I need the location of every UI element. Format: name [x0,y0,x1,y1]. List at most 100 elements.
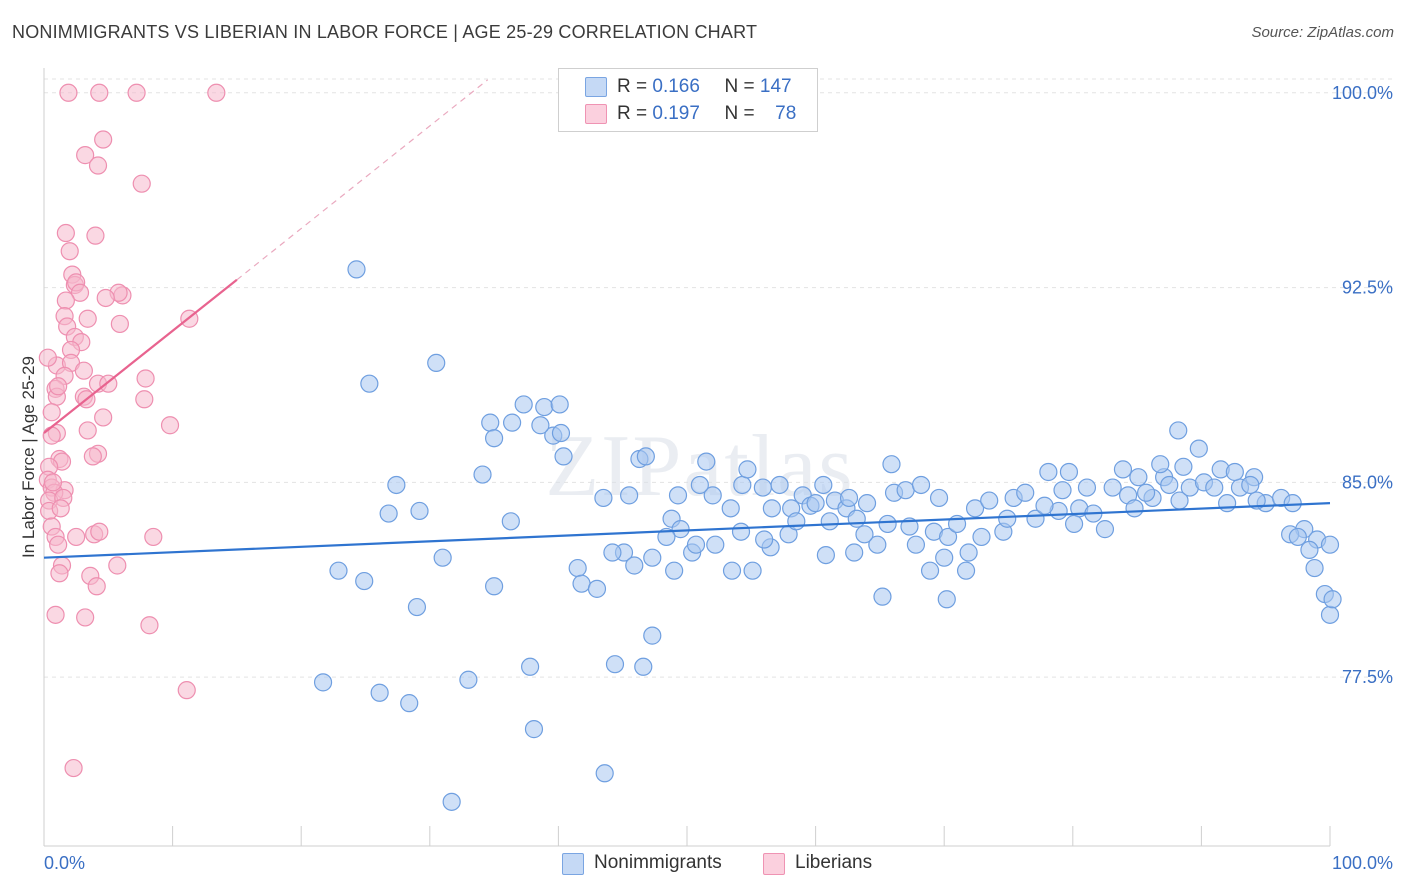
nonimmigrants-point [433,548,452,567]
nonimmigrants-point [980,491,999,510]
nonimmigrants-point [1059,462,1079,482]
nonimmigrants-point [459,670,478,689]
nonimmigrants-point [845,543,864,562]
nonimmigrants-point [1064,514,1084,534]
liberians-point [67,527,86,547]
nonimmigrants-point [485,429,504,448]
nonimmigrants-point [855,525,874,544]
nonimmigrants-point [535,397,554,417]
liberians-point [135,390,154,409]
nonimmigrants-point [347,260,366,279]
legend-n-value: 78 [775,103,797,124]
nonimmigrants-point [587,579,607,598]
nonimmigrants-point [1320,535,1340,554]
nonimmigrants-point [1305,558,1324,578]
nonimmigrants-point [787,512,806,531]
nonimmigrants-points [313,260,1342,811]
nonimmigrants-point [721,499,740,518]
liberians-point [38,348,57,367]
nonimmigrants-point [1225,462,1244,482]
source-label: Source: ZipAtlas.com [1251,24,1394,41]
nonimmigrants-point [938,527,958,547]
liberians-point [56,223,75,243]
nonimmigrants-point [379,504,398,523]
nonimmigrants-point [625,556,644,575]
nonimmigrants-point [473,465,492,484]
nonimmigrants-point [427,353,446,372]
nonimmigrants-point [1095,520,1115,539]
nonimmigrants-point [1320,605,1340,624]
nonimmigrants-point [1323,590,1342,609]
nonimmigrants-point [1077,478,1097,497]
nonimmigrants-point [442,792,461,811]
legend-box: R = 0.166 N = 147 R = 0.197 N = 78 [558,68,818,132]
x-tick-label-left: 0.0% [44,853,85,873]
nonimmigrants-point [1053,481,1072,500]
nonimmigrants-point [722,561,742,580]
nonimmigrants-point [920,561,940,580]
y-tick-label: 100.0% [1332,83,1393,103]
nonimmigrants-point [1174,457,1193,476]
nonimmigrants-point [847,509,866,528]
nonimmigrants-point [857,494,877,513]
nonimmigrants-point [1169,421,1188,440]
liberians-point [76,608,95,627]
nonimmigrants-point [501,512,520,531]
nonimmigrants-point [806,494,825,513]
nonimmigrants-point [965,499,985,518]
nonimmigrants-point [668,486,688,505]
liberians-point [90,83,109,102]
nonimmigrants-point [1288,527,1307,547]
liberians-point [86,226,105,245]
nonimmigrants-point [671,520,690,539]
bottom-legend-swatch-liberians [763,853,785,875]
nonimmigrants-point [753,478,772,497]
liberians-point [144,527,163,547]
liberians-point [46,605,65,624]
nonimmigrants-point [731,522,751,541]
liberians-point [177,681,196,700]
y-tick-label: 85.0% [1342,472,1393,492]
nonimmigrants-point [643,626,662,645]
nonimmigrants-point [636,447,655,466]
nonimmigrants-point [1035,496,1054,515]
nonimmigrants-point [820,512,839,531]
legend-n-label: N = [724,103,755,124]
nonimmigrants-point [313,673,333,692]
legend-swatch-nonimmigrants [585,77,607,97]
liberians-point [70,283,90,302]
liberians-point [108,556,127,575]
nonimmigrants-point [959,543,978,562]
nonimmigrants-point [551,423,571,443]
nonimmigrants-point [770,475,789,495]
legend-r-value: 0.197 [652,103,700,124]
nonimmigrants-point [686,535,706,554]
nonimmigrants-point [524,720,544,739]
nonimmigrants-point [956,561,976,580]
nonimmigrants-point [755,530,774,549]
liberians-point [50,564,69,583]
nonimmigrants-point [355,571,374,591]
nonimmigrants-point [521,657,540,676]
bottom-legend-swatch-nonimmigrants [562,853,584,875]
nonimmigrants-point [703,486,722,505]
nonimmigrants-point [554,447,573,466]
liberians-point [74,361,93,380]
liberians-point [51,499,70,518]
nonimmigrants-point [329,561,348,580]
bottom-legend-label: Liberians [795,852,873,873]
nonimmigrants-point [814,475,833,495]
nonimmigrants-point [550,395,569,414]
nonimmigrants-point [595,764,614,783]
legend-n-value: 147 [759,76,792,97]
liberians-points [38,83,226,778]
nonimmigrants-point [1151,455,1170,474]
nonimmigrants-point [1113,460,1133,479]
liberians-point [49,377,68,396]
nonimmigrants-point [878,514,897,534]
liberians-point [88,156,108,175]
nonimmigrants-point [531,416,550,435]
liberians-point [43,473,63,492]
nonimmigrants-point [935,548,954,567]
nonimmigrants-point [743,561,762,580]
